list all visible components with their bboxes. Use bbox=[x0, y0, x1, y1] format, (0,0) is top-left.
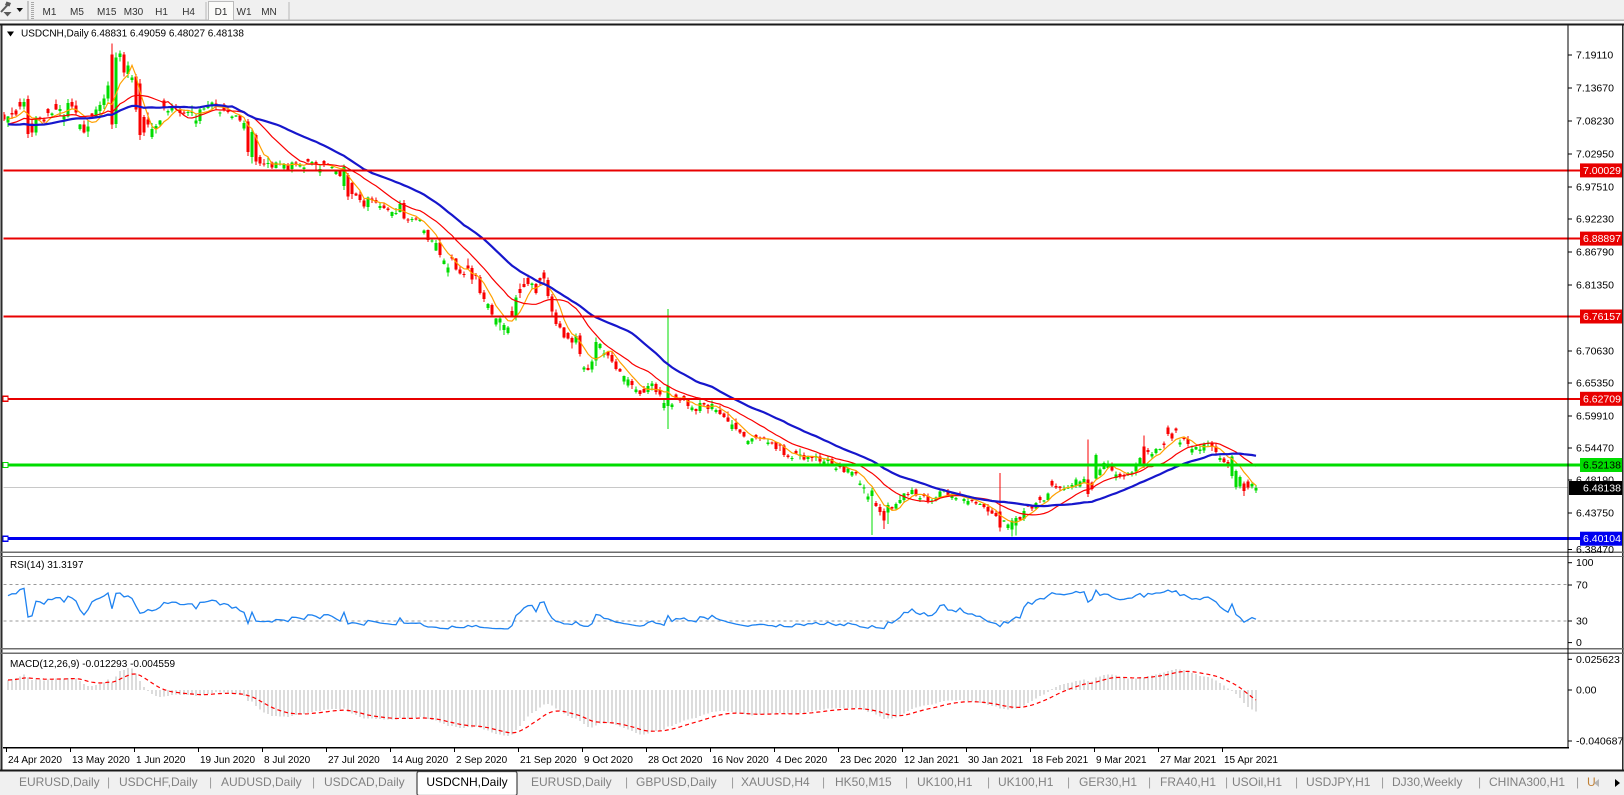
svg-text:9 Mar 2021: 9 Mar 2021 bbox=[1096, 755, 1147, 766]
svg-text:|: | bbox=[731, 775, 734, 789]
svg-text:EURUSD,Daily: EURUSD,Daily bbox=[19, 775, 100, 789]
svg-text:|: | bbox=[1576, 775, 1579, 789]
svg-text:7.08230: 7.08230 bbox=[1576, 116, 1614, 128]
svg-text:8 Jul 2020: 8 Jul 2020 bbox=[264, 755, 311, 766]
svg-text:7.13670: 7.13670 bbox=[1576, 83, 1614, 95]
svg-text:9 Oct 2020: 9 Oct 2020 bbox=[584, 755, 633, 766]
svg-text:14 Aug 2020: 14 Aug 2020 bbox=[392, 755, 449, 766]
svg-text:70: 70 bbox=[1576, 580, 1588, 592]
svg-text:6.65350: 6.65350 bbox=[1576, 378, 1614, 390]
svg-text:FRA40,H1: FRA40,H1 bbox=[1160, 775, 1216, 789]
svg-text:|: | bbox=[1148, 775, 1151, 789]
svg-text:USOil,H1: USOil,H1 bbox=[1232, 775, 1282, 789]
svg-text:6.59910: 6.59910 bbox=[1576, 411, 1614, 423]
svg-text:|: | bbox=[1225, 775, 1228, 789]
svg-text:6.54470: 6.54470 bbox=[1576, 443, 1614, 455]
svg-text:30 Jan 2021: 30 Jan 2021 bbox=[968, 755, 1023, 766]
svg-text:|: | bbox=[822, 775, 825, 789]
svg-text:6.76157: 6.76157 bbox=[1583, 311, 1621, 323]
svg-text:AUDUSD,Daily: AUDUSD,Daily bbox=[221, 775, 302, 789]
svg-text:0: 0 bbox=[1576, 637, 1582, 649]
svg-text:RSI(14) 31.3197: RSI(14) 31.3197 bbox=[10, 560, 84, 571]
svg-text:6.97510: 6.97510 bbox=[1576, 182, 1614, 194]
svg-text:12 Jan 2021: 12 Jan 2021 bbox=[904, 755, 959, 766]
svg-text:|: | bbox=[1478, 775, 1481, 789]
svg-text:23 Dec 2020: 23 Dec 2020 bbox=[840, 755, 897, 766]
svg-text:6.92230: 6.92230 bbox=[1576, 214, 1614, 226]
svg-text:DJ30,Weekly: DJ30,Weekly bbox=[1392, 775, 1462, 789]
svg-text:GBPUSD,Daily: GBPUSD,Daily bbox=[636, 775, 717, 789]
svg-text:21 Sep 2020: 21 Sep 2020 bbox=[520, 755, 577, 766]
svg-text:19 Jun 2020: 19 Jun 2020 bbox=[200, 755, 255, 766]
svg-text:7.19110: 7.19110 bbox=[1576, 50, 1613, 62]
svg-text:27 Jul 2020: 27 Jul 2020 bbox=[328, 755, 380, 766]
svg-text:27 Mar 2021: 27 Mar 2021 bbox=[1160, 755, 1217, 766]
svg-text:|: | bbox=[209, 775, 212, 789]
svg-text:|: | bbox=[107, 775, 110, 789]
svg-text:6.52138: 6.52138 bbox=[1583, 460, 1621, 472]
svg-text:M5: M5 bbox=[70, 7, 84, 18]
svg-text:1 Jun 2020: 1 Jun 2020 bbox=[136, 755, 186, 766]
svg-text:|: | bbox=[1295, 775, 1298, 789]
svg-text:USDCNH,Daily: USDCNH,Daily bbox=[21, 29, 89, 40]
svg-text:6.70630: 6.70630 bbox=[1576, 346, 1614, 358]
svg-text:28 Oct 2020: 28 Oct 2020 bbox=[648, 755, 703, 766]
svg-text:2 Sep 2020: 2 Sep 2020 bbox=[456, 755, 508, 766]
svg-text:24 Apr 2020: 24 Apr 2020 bbox=[8, 755, 62, 766]
svg-text:13 May 2020: 13 May 2020 bbox=[72, 755, 130, 766]
svg-text:6.48138: 6.48138 bbox=[1583, 483, 1621, 495]
svg-text:16 Nov 2020: 16 Nov 2020 bbox=[712, 755, 769, 766]
svg-text:6.81350: 6.81350 bbox=[1576, 280, 1614, 292]
svg-text:USDCNH,Daily: USDCNH,Daily bbox=[426, 775, 507, 789]
svg-text:15 Apr 2021: 15 Apr 2021 bbox=[1224, 755, 1278, 766]
svg-text:0.00: 0.00 bbox=[1576, 685, 1597, 697]
svg-text:|: | bbox=[625, 775, 628, 789]
svg-text:USDCAD,Daily: USDCAD,Daily bbox=[324, 775, 405, 789]
svg-text:0.025623: 0.025623 bbox=[1576, 654, 1620, 666]
svg-text:M1: M1 bbox=[43, 7, 57, 18]
svg-text:H4: H4 bbox=[182, 7, 195, 18]
svg-text:-0.040687: -0.040687 bbox=[1576, 736, 1623, 748]
svg-text:|: | bbox=[1381, 775, 1384, 789]
svg-text:100: 100 bbox=[1576, 557, 1594, 569]
svg-text:UK100,H1: UK100,H1 bbox=[998, 775, 1054, 789]
svg-text:D1: D1 bbox=[215, 7, 228, 18]
svg-text:CHINA300,H1: CHINA300,H1 bbox=[1489, 775, 1565, 789]
svg-text:UK100,H1: UK100,H1 bbox=[917, 775, 973, 789]
svg-text:XAUUSD,H4: XAUUSD,H4 bbox=[741, 775, 810, 789]
svg-text:6.40104: 6.40104 bbox=[1583, 533, 1621, 545]
svg-text:6.62709: 6.62709 bbox=[1583, 393, 1621, 405]
svg-text:4 Dec 2020: 4 Dec 2020 bbox=[776, 755, 828, 766]
svg-text:W1: W1 bbox=[237, 7, 252, 18]
svg-text:EURUSD,Daily: EURUSD,Daily bbox=[531, 775, 612, 789]
svg-text:18 Feb 2021: 18 Feb 2021 bbox=[1032, 755, 1089, 766]
svg-text:|: | bbox=[987, 775, 990, 789]
svg-text:MACD(12,26,9) -0.012293 -0.004: MACD(12,26,9) -0.012293 -0.004559 bbox=[10, 659, 176, 670]
svg-text:6.38470: 6.38470 bbox=[1576, 544, 1614, 556]
svg-text:H1: H1 bbox=[155, 7, 168, 18]
svg-text:6.86790: 6.86790 bbox=[1576, 247, 1614, 259]
svg-text:6.88897: 6.88897 bbox=[1583, 233, 1621, 245]
svg-text:MN: MN bbox=[261, 7, 277, 18]
svg-text:M30: M30 bbox=[124, 7, 144, 18]
svg-text:6.43750: 6.43750 bbox=[1576, 508, 1614, 520]
svg-text:GER30,H1: GER30,H1 bbox=[1079, 775, 1137, 789]
svg-text:|: | bbox=[1067, 775, 1070, 789]
svg-text:|: | bbox=[905, 775, 908, 789]
svg-text:|: | bbox=[312, 775, 315, 789]
svg-text:30: 30 bbox=[1576, 616, 1588, 628]
svg-text:HK50,M15: HK50,M15 bbox=[835, 775, 892, 789]
svg-text:M15: M15 bbox=[97, 7, 117, 18]
svg-text:U: U bbox=[1587, 775, 1596, 789]
svg-text:7.00029: 7.00029 bbox=[1583, 165, 1621, 177]
svg-text:USDCHF,Daily: USDCHF,Daily bbox=[119, 775, 198, 789]
svg-text:7.02950: 7.02950 bbox=[1576, 149, 1614, 161]
svg-text:USDJPY,H1: USDJPY,H1 bbox=[1306, 775, 1371, 789]
svg-text:6.48831 6.49059 6.48027 6.4813: 6.48831 6.49059 6.48027 6.48138 bbox=[91, 29, 244, 40]
